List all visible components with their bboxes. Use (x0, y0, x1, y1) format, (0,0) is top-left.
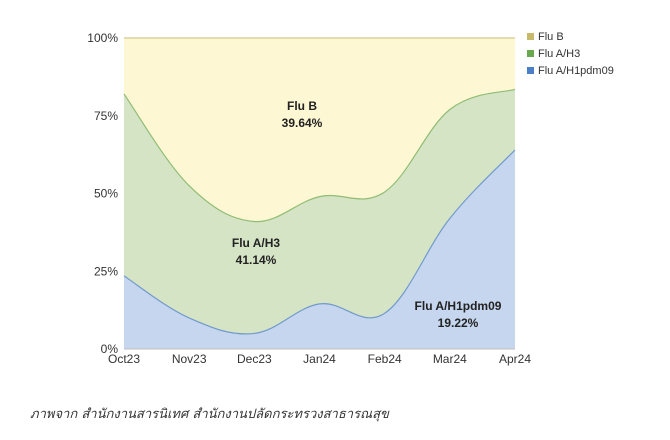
annotation-value-flu-a-h1pdm09: 19.22% (438, 316, 479, 330)
legend: Flu B Flu A/H3 Flu A/H1pdm09 (527, 31, 614, 77)
x-tick-label: Feb24 (368, 352, 402, 366)
annotation-label-flu-a-h3: Flu A/H3 (232, 236, 281, 250)
y-tick-label: 25% (94, 264, 118, 278)
y-tick-label: 100% (87, 31, 118, 45)
image-caption: ภาพจาก สำนักงานสารนิเทศ สำนักงานปลัดกระท… (30, 407, 389, 422)
x-tick-label: Apr24 (499, 352, 531, 366)
annotations: Flu B 39.64% Flu A/H3 41.14% Flu A/H1pdm09 19… (232, 99, 502, 330)
annotation-label-flu-b: Flu B (287, 99, 317, 113)
x-tick-label: Nov23 (172, 352, 207, 366)
x-tick-label: Jan24 (303, 352, 336, 366)
legend-swatch (527, 33, 534, 40)
legend-label: Flu A/H3 (538, 48, 580, 60)
legend-swatch (527, 50, 534, 57)
annotation-value-flu-b: 39.64% (282, 116, 323, 130)
x-tick-label: Mar24 (433, 352, 467, 366)
x-tick-label: Oct23 (108, 352, 140, 366)
legend-label: Flu B (538, 31, 564, 43)
legend-swatch (527, 67, 534, 74)
annotation-label-flu-a-h1pdm09: Flu A/H1pdm09 (415, 299, 502, 313)
area-series (123, 37, 516, 349)
y-tick-label: 0% (101, 342, 119, 356)
series-line (123, 88, 516, 223)
y-tick-label: 50% (94, 187, 118, 201)
x-tick-label: Dec23 (237, 352, 272, 366)
chart: 0% 25% 50% 75% 100% Oct23 Nov23 Dec23 Jan24 Feb24… (87, 31, 614, 366)
series-line (123, 149, 516, 335)
y-tick-label: 75% (94, 109, 118, 123)
legend-label: Flu A/H1pdm09 (538, 65, 614, 77)
annotation-value-flu-a-h3: 41.14% (236, 253, 277, 267)
area-flu-a-h1pdm09 (124, 149, 515, 349)
axes: 0% 25% 50% 75% 100% Oct23 Nov23 Dec23 Jan24 Feb24… (87, 31, 531, 366)
